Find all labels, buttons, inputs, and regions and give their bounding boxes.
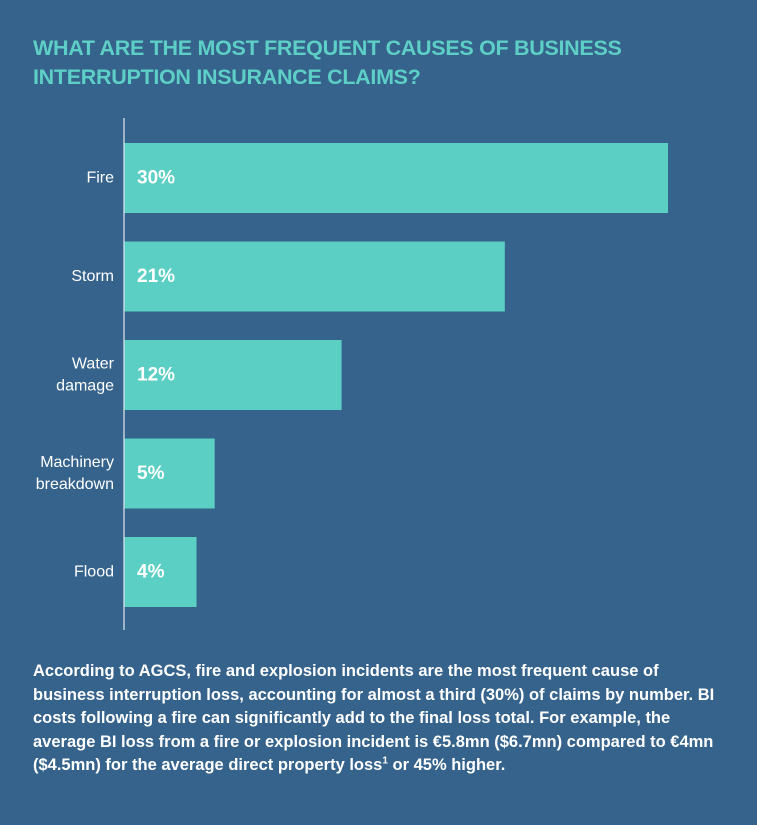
footnote-marker: 1 <box>382 755 388 767</box>
chart-title: WHAT ARE THE MOST FREQUENT CAUSES OF BUS… <box>33 36 622 89</box>
bar-chart: 30% Fire 21% Storm 12% Water damage 5% Machinery… <box>36 118 668 630</box>
bar-1 <box>124 241 505 312</box>
bar-2 <box>124 340 342 410</box>
bar-4 <box>124 537 197 607</box>
bar-0 <box>124 143 668 213</box>
value-label-2: 12% <box>137 365 175 386</box>
labels-layer: 30% Fire 21% Storm 12% Water damage 5% Machinery… <box>36 168 175 583</box>
bars-layer <box>124 143 668 607</box>
category-label-1: Storm <box>71 268 114 285</box>
value-label-4: 4% <box>137 562 165 583</box>
value-label-3: 5% <box>137 463 165 484</box>
bar-3 <box>124 438 215 509</box>
value-label-0: 30% <box>137 168 175 189</box>
category-label-4: Flood <box>74 564 114 581</box>
caption-tail: or 45% higher. <box>387 756 506 774</box>
caption-text: According to AGCS, fire and explosion in… <box>33 660 733 778</box>
category-label-2: Water damage <box>56 356 115 395</box>
value-label-1: 21% <box>137 266 175 287</box>
category-label-0: Fire <box>86 170 114 187</box>
category-label-3: Machinery breakdown <box>36 454 114 493</box>
caption-body: According to AGCS, fire and explosion in… <box>33 662 715 774</box>
